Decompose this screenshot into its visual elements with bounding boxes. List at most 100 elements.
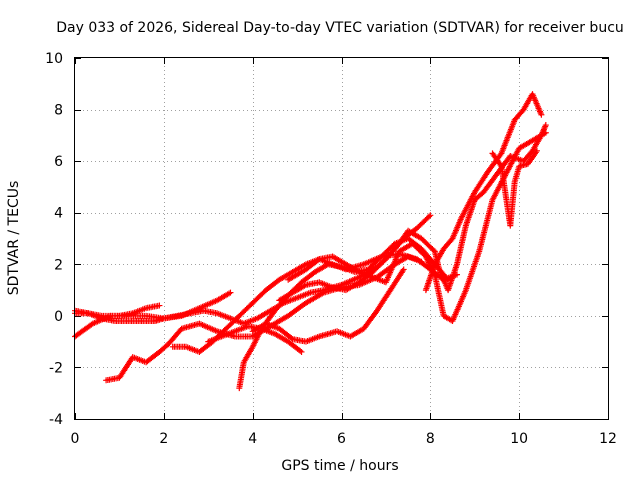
data-point-run: [378, 241, 397, 260]
data-point-run: [285, 272, 299, 283]
data-point-run: [405, 227, 423, 241]
data-point-run: [414, 256, 432, 272]
data-point-run: [298, 270, 317, 286]
data-point: [538, 111, 545, 118]
y-tick-label: 4: [54, 206, 63, 222]
data-point-run: [223, 314, 242, 332]
data-point-run: [129, 305, 148, 317]
data-point-run: [476, 198, 496, 255]
x-tick-label: 4: [248, 431, 257, 447]
y-tick-label: 2: [54, 257, 63, 273]
x-tick-label: 12: [599, 431, 617, 447]
data-point-run: [458, 190, 477, 221]
data-point: [156, 302, 163, 309]
data-point-run: [471, 190, 486, 203]
data-point-run: [276, 269, 295, 283]
data-point-run: [311, 262, 330, 275]
data-point-run: [342, 261, 361, 275]
data-point-run: [342, 280, 361, 294]
data-point-run: [231, 333, 254, 340]
grid-layer: [75, 58, 608, 419]
data-point-run: [289, 262, 308, 275]
data-point-run: [520, 92, 535, 113]
series-track-j: [276, 122, 549, 304]
data-layer: [72, 91, 549, 392]
data-point-run: [178, 321, 201, 332]
data-point-run: [285, 301, 308, 319]
data-point-run: [236, 361, 247, 392]
y-axis-label: SDTVAR / TECUs: [6, 181, 22, 296]
data-point-run: [360, 309, 379, 332]
data-point-run: [156, 342, 170, 355]
data-point-run: [520, 149, 535, 165]
data-point-run: [240, 345, 255, 366]
data-point-run: [125, 312, 148, 319]
data-point: [298, 348, 305, 355]
data-point-run: [440, 236, 455, 252]
data-point-run: [214, 290, 232, 304]
data-point-run: [529, 91, 544, 117]
data-point-run: [529, 133, 544, 154]
data-point-run: [263, 320, 281, 332]
data-point-run: [263, 277, 281, 294]
data-point-run: [356, 270, 375, 286]
data-point-run: [454, 224, 469, 268]
data-point-run: [409, 240, 428, 259]
y-tick-label: 10: [45, 51, 63, 67]
data-point-run: [449, 288, 469, 324]
data-point: [227, 289, 234, 296]
data-point-run: [254, 308, 272, 322]
data-point-run: [489, 150, 504, 168]
data-point-run: [414, 213, 433, 232]
y-tick-label: 6: [54, 154, 63, 170]
data-point-run: [271, 330, 290, 344]
x-tick-label: 10: [510, 431, 528, 447]
data-point-run: [440, 312, 455, 324]
data-point-run: [276, 325, 295, 341]
data-point-run: [249, 327, 264, 350]
x-tick-label: 6: [337, 431, 346, 447]
data-point-run: [365, 254, 384, 273]
data-point-run: [303, 257, 321, 273]
x-axis-label: GPS time / hours: [281, 458, 398, 474]
series-track-l: [489, 147, 540, 229]
data-point-run: [89, 313, 112, 327]
x-tick-label: 8: [426, 431, 435, 447]
data-point-run: [276, 290, 295, 304]
data-point-run: [462, 250, 482, 294]
data-point-run: [116, 355, 135, 381]
data-point-run: [294, 267, 308, 278]
data-point-run: [218, 329, 237, 340]
data-point-run: [498, 118, 518, 157]
data-point-run: [316, 328, 339, 340]
data-point-run: [369, 257, 388, 275]
data-point-run: [240, 316, 259, 327]
data-point-run: [525, 149, 539, 167]
data-point-run: [507, 180, 518, 229]
data-point-run: [196, 298, 219, 312]
data-point-run: [516, 138, 534, 152]
data-point: [542, 122, 549, 129]
data-point-run: [329, 253, 348, 267]
y-tick-label: 8: [54, 103, 63, 119]
data-point-run: [511, 107, 526, 123]
plot-frame: [74, 57, 609, 420]
series-track-g: [249, 266, 407, 345]
series-track-k: [422, 91, 545, 294]
data-point-run: [285, 338, 304, 354]
data-point-run: [462, 198, 478, 229]
data-point-run: [374, 288, 393, 314]
y-tick-label: -4: [49, 412, 63, 428]
data-point-run: [160, 313, 183, 322]
data-point-run: [382, 241, 402, 263]
data-point-run: [538, 123, 549, 139]
data-point-run: [236, 301, 255, 319]
data-point-run: [107, 312, 130, 319]
data-point-run: [387, 267, 406, 294]
data-point-run: [165, 327, 184, 348]
data-point-run: [143, 312, 166, 322]
data-point-run: [431, 271, 447, 318]
y-tick-label: -2: [49, 360, 63, 376]
